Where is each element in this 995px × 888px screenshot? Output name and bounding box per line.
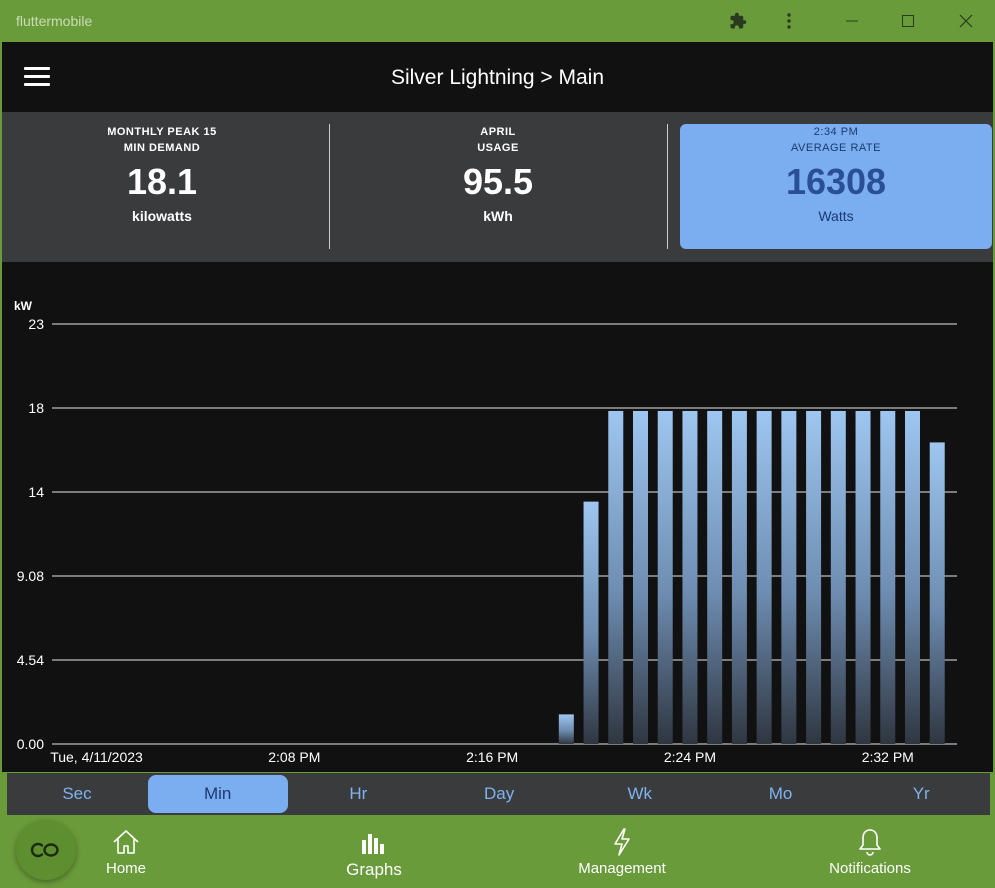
bar-chart-icon bbox=[294, 826, 454, 858]
tab-wk[interactable]: Wk bbox=[627, 784, 653, 803]
chart-bar bbox=[929, 442, 945, 744]
x-tick-label: 2:16 PM bbox=[466, 749, 518, 765]
x-tick-label: 2:24 PM bbox=[664, 749, 716, 765]
chart-bar bbox=[731, 410, 747, 744]
tab-min[interactable]: Min bbox=[147, 775, 288, 813]
y-tick-label: 9.08 bbox=[17, 568, 44, 584]
lightning-icon bbox=[542, 826, 702, 858]
x-tick-label: 2:32 PM bbox=[862, 749, 914, 765]
y-tick-label: 0.00 bbox=[17, 736, 44, 752]
nav-notifications-label: Notifications bbox=[829, 860, 911, 877]
tab-hr[interactable]: Hr bbox=[349, 784, 368, 803]
chart-bar bbox=[632, 410, 648, 744]
peak-caption-line2: MIN DEMAND bbox=[123, 142, 201, 154]
chart-bar bbox=[904, 410, 920, 744]
co-logo-icon bbox=[30, 842, 59, 858]
card-divider bbox=[667, 124, 668, 249]
usage-value: 95.5 bbox=[462, 161, 534, 202]
usage-caption-line2: USAGE bbox=[477, 142, 519, 154]
time-range-tabs: Sec Min Hr Day Wk Mo Yr bbox=[7, 773, 990, 815]
x-tick-label: Tue, 4/11/2023 bbox=[50, 749, 143, 765]
bell-icon bbox=[790, 826, 950, 858]
nav-management[interactable]: Management bbox=[542, 826, 702, 877]
chart-bar bbox=[880, 410, 896, 744]
window-title: fluttermobile bbox=[16, 13, 93, 29]
chart-bar bbox=[781, 410, 797, 744]
nav-notifications[interactable]: Notifications bbox=[790, 826, 950, 877]
chart-bar bbox=[657, 410, 673, 744]
nav-management-label: Management bbox=[578, 860, 666, 877]
co-logo-button[interactable] bbox=[16, 820, 76, 880]
peak-unit: kilowatts bbox=[132, 208, 192, 224]
summary-panel: MONTHLY PEAK 15 MIN DEMAND 18.1 kilowatt… bbox=[2, 112, 993, 262]
peak-demand-card[interactable]: MONTHLY PEAK 15 MIN DEMAND 18.1 kilowatt… bbox=[6, 124, 318, 249]
y-tick-label: 4.54 bbox=[17, 652, 44, 668]
nav-graphs-label: Graphs bbox=[346, 860, 402, 879]
rate-unit: Watts bbox=[818, 208, 854, 224]
chart-canvas: kW 23 18 14 9.08 4.54 0.00 Tue, 4/11/2023 2:08 P… bbox=[14, 299, 957, 765]
peak-caption-line1: MONTHLY PEAK 15 bbox=[107, 126, 217, 138]
chart-bar bbox=[855, 410, 871, 744]
chart-bar bbox=[806, 410, 822, 744]
window-title-bar: fluttermobile bbox=[0, 0, 995, 42]
maximize-icon[interactable] bbox=[894, 8, 922, 34]
chart-bar bbox=[707, 410, 723, 744]
y-tick-label: 18 bbox=[28, 400, 44, 416]
chart-bar bbox=[583, 501, 599, 744]
rate-value: 16308 bbox=[785, 161, 887, 202]
peak-value: 18.1 bbox=[126, 161, 198, 202]
nav-graphs[interactable]: Graphs bbox=[294, 826, 454, 880]
y-tick-label: 14 bbox=[28, 484, 44, 500]
bottom-navigation: Home Graphs Management Notifications bbox=[2, 818, 993, 888]
hamburger-menu-icon[interactable] bbox=[24, 67, 50, 87]
nav-home[interactable]: Home bbox=[46, 826, 206, 877]
page-title: Silver Lightning > Main bbox=[390, 66, 605, 89]
usage-chart[interactable]: kW 23 18 14 9.08 4.54 0.00 Tue, 4/11/2023 2:08 P… bbox=[2, 262, 993, 772]
card-divider bbox=[329, 124, 330, 249]
nav-home-label: Home bbox=[105, 860, 146, 877]
chart-bar bbox=[608, 410, 624, 744]
usage-unit: kWh bbox=[483, 208, 513, 224]
y-tick-label: 23 bbox=[28, 316, 44, 332]
chart-bar bbox=[558, 714, 574, 744]
close-icon[interactable] bbox=[952, 8, 980, 34]
usage-card[interactable]: APRIL USAGE 95.5 kWh bbox=[342, 124, 654, 249]
tab-sec[interactable]: Sec bbox=[62, 784, 92, 803]
y-axis-unit-label: kW bbox=[14, 299, 33, 313]
more-vert-icon[interactable] bbox=[775, 8, 803, 34]
chart-bar bbox=[682, 410, 698, 744]
minimize-icon[interactable] bbox=[838, 8, 866, 34]
usage-caption-line1: APRIL bbox=[480, 126, 516, 138]
puzzle-extension-icon[interactable] bbox=[724, 8, 752, 34]
average-rate-card[interactable]: 2:34 PM AVERAGE RATE 16308 Watts bbox=[680, 124, 992, 249]
tab-day[interactable]: Day bbox=[483, 784, 515, 803]
chart-bar bbox=[756, 410, 772, 744]
tab-mo[interactable]: Mo bbox=[768, 784, 793, 803]
rate-caption-line1: 2:34 PM bbox=[813, 126, 859, 138]
app-bar: Silver Lightning > Main bbox=[2, 42, 993, 112]
tab-yr[interactable]: Yr bbox=[912, 784, 930, 803]
x-tick-label: 2:08 PM bbox=[268, 749, 320, 765]
chart-bar bbox=[830, 410, 846, 744]
home-icon bbox=[46, 826, 206, 858]
rate-caption-line2: AVERAGE RATE bbox=[791, 142, 881, 154]
